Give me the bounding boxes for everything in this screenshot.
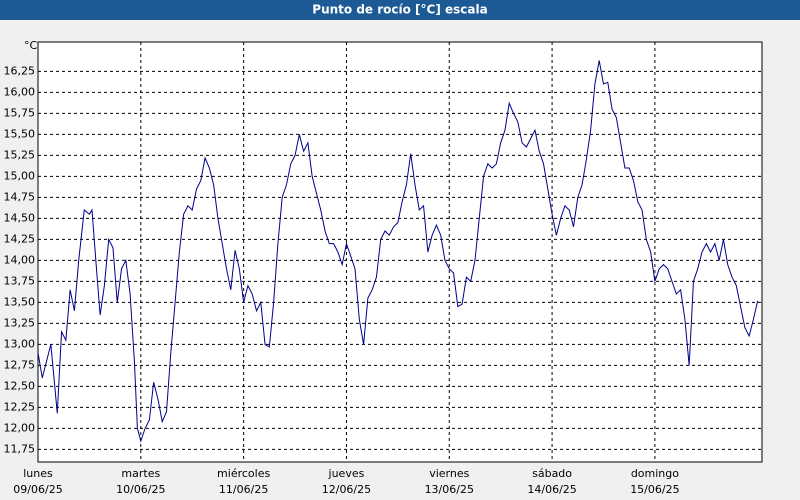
y-tick-label: 15,75 (4, 106, 36, 119)
y-tick-label: 14,00 (4, 253, 36, 266)
y-tick-label: 15,00 (4, 169, 36, 182)
x-tick-date: 13/06/25 (425, 483, 474, 496)
x-tick-date: 11/06/25 (219, 483, 268, 496)
line (37, 60, 759, 443)
x-tick-label: martes (121, 467, 160, 480)
y-tick-label: 13,00 (4, 337, 36, 350)
x-tick-label: domingo (631, 467, 679, 480)
y-tick-label: 16,00 (4, 85, 36, 98)
y-tick-label: 13,75 (4, 274, 36, 287)
y-tick-label: 11,75 (4, 442, 36, 455)
plot-area (37, 41, 763, 463)
y-tick-label: 12,75 (4, 358, 36, 371)
y-tick-label: 14,25 (4, 232, 36, 245)
y-tick-label: 12,25 (4, 400, 36, 413)
x-tick-label: jueves (328, 467, 365, 480)
y-tick-label: 13,50 (4, 295, 36, 308)
x-tick-label: viernes (429, 467, 469, 480)
x-tick-date: 14/06/25 (527, 483, 576, 496)
y-unit: °C (24, 39, 38, 52)
x-tick-date: 15/06/25 (630, 483, 679, 496)
x-tick-label: lunes (23, 467, 53, 480)
title-bar (0, 0, 800, 20)
x-tick-date: 10/06/25 (116, 483, 165, 496)
y-tick-label: 12,50 (4, 379, 36, 392)
y-tick-label: 15,25 (4, 148, 36, 161)
y-tick-label: 12,00 (4, 421, 36, 434)
chart-title: Punto de rocío [°C] escala (312, 3, 487, 17)
y-tick-label: 14,75 (4, 190, 36, 203)
y-tick-label: 14,50 (4, 211, 36, 224)
x-tick-label: sábado (532, 467, 572, 480)
x-tick-label: miércoles (217, 467, 270, 480)
y-tick-label: 16,25 (4, 64, 36, 77)
y-tick-label: 15,50 (4, 127, 36, 140)
y-tick-label: 13,25 (4, 316, 36, 329)
x-tick-date: 09/06/25 (13, 483, 62, 496)
x-tick-date: 12/06/25 (322, 483, 371, 496)
